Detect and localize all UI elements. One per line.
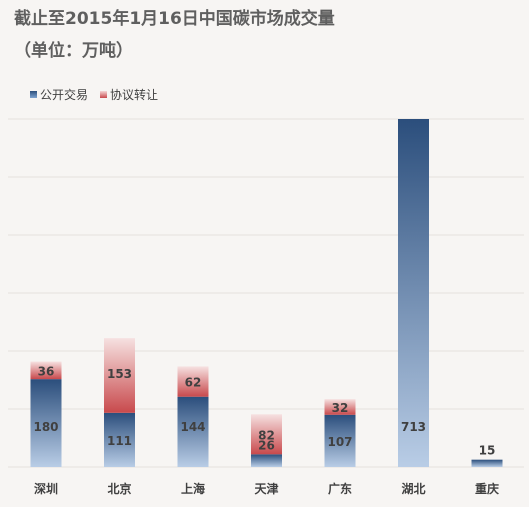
bar-agreement-3	[251, 414, 282, 455]
category-label: 重庆	[475, 481, 499, 496]
value-label-public: 713	[401, 420, 426, 434]
bar-public-2	[177, 396, 209, 467]
bar-public-0	[30, 379, 62, 467]
category-label: 北京	[107, 481, 131, 496]
bar-public-6	[471, 459, 503, 467]
legend-item-public: 公开交易	[30, 86, 88, 103]
bar-public-1	[104, 412, 135, 467]
value-label-public: 15	[479, 444, 496, 458]
value-label-public: 26	[258, 438, 275, 452]
legend: 公开交易 协议转让	[30, 86, 158, 103]
legend-label-agreement: 协议转让	[110, 88, 159, 102]
chart-subtitle: （单位：万吨）	[14, 41, 133, 61]
value-label-agreement: 82	[258, 428, 275, 442]
legend-label-public: 公开交易	[40, 88, 89, 102]
bar-public-4	[324, 414, 356, 467]
bar-public-3	[251, 454, 282, 467]
category-label: 湖北	[401, 481, 425, 496]
value-label-public: 107	[327, 435, 352, 449]
bar-agreement-0	[30, 361, 62, 380]
value-label-agreement: 32	[332, 401, 349, 415]
bar-agreement-2	[177, 366, 209, 397]
legend-swatch-public	[30, 91, 37, 98]
legend-item-agreement: 协议转让	[100, 86, 158, 103]
value-label-public: 180	[33, 420, 58, 434]
bar-agreement-4	[324, 399, 356, 415]
category-label: 天津	[254, 481, 278, 496]
value-label-public: 144	[180, 420, 205, 434]
value-label-agreement: 62	[185, 376, 202, 390]
value-label-agreement: 36	[38, 364, 55, 378]
bars	[30, 119, 503, 467]
category-label: 上海	[181, 481, 205, 496]
category-label: 广东	[328, 481, 352, 496]
value-label-public: 111	[107, 434, 132, 448]
legend-swatch-agreement	[100, 91, 108, 98]
bar-public-5	[398, 119, 429, 467]
category-labels: 深圳 北京 上海 天津 广东 湖北 重庆	[34, 481, 499, 496]
value-label-agreement: 153	[107, 367, 132, 381]
category-label: 深圳	[34, 481, 58, 496]
gridlines	[8, 118, 524, 468]
bar-agreement-1	[104, 338, 135, 413]
chart-title: 截止至2015年1月16日中国碳市场成交量	[14, 9, 335, 29]
